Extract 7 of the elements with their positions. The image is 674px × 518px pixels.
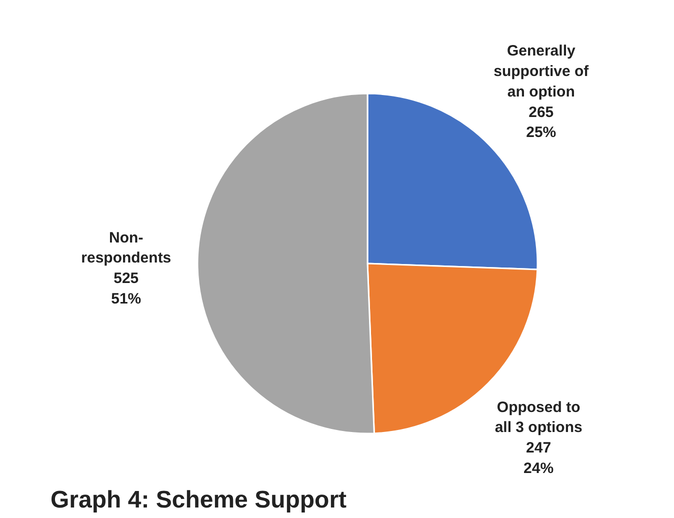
data-label: 265 25%	[526, 104, 556, 142]
slice-label: Generally supportive of an option	[494, 42, 590, 100]
text: Graph 4: Scheme Support	[50, 486, 347, 514]
slice-label: Opposed to all 3 options	[494, 398, 582, 436]
data-label: 525 51%	[111, 270, 142, 308]
slice-label: Non-respondents	[81, 229, 172, 267]
data-label: 247 24%	[524, 440, 554, 477]
